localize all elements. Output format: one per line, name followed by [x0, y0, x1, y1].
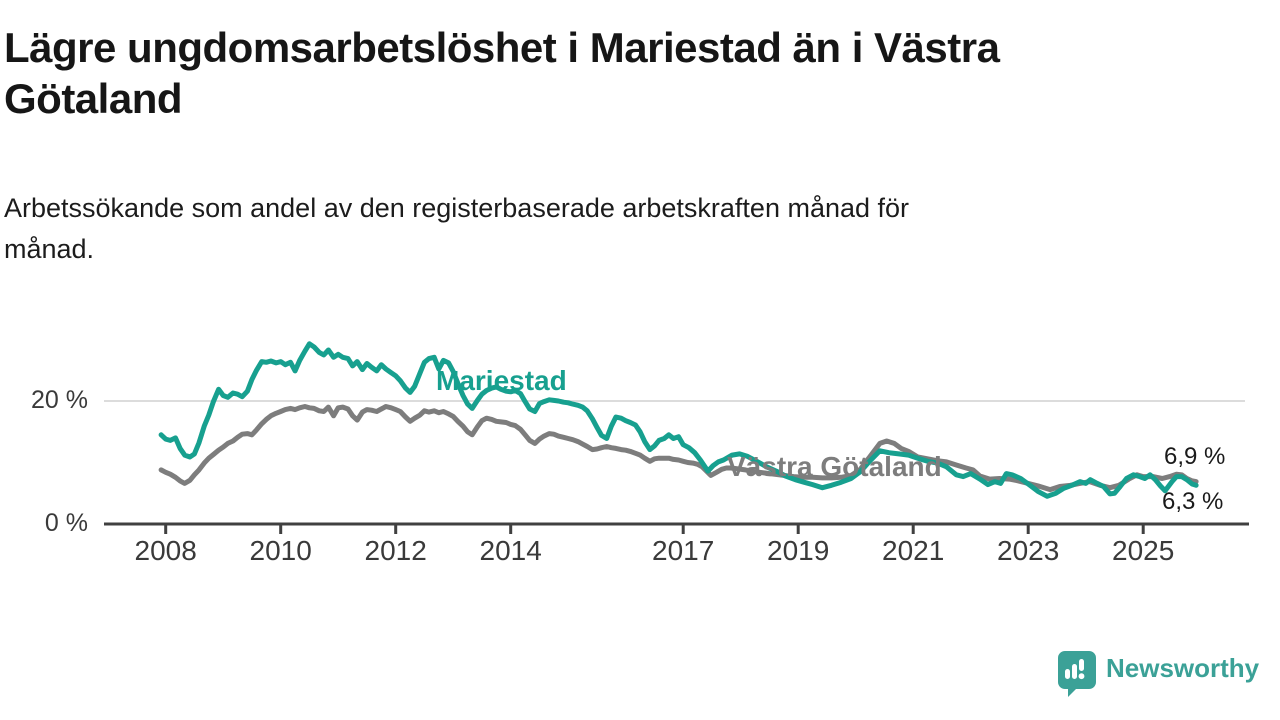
y-tick-label: 0 %: [44, 509, 88, 537]
page-subtitle-line-1: Arbetssökande som andel av den registerb…: [4, 193, 910, 223]
page-title-line-2: Götaland: [4, 75, 183, 122]
newsworthy-logo: Newsworthy: [1058, 651, 1278, 701]
x-tick-label: 2017: [652, 535, 715, 566]
end-value-label-mariestad: 6,3 %: [1162, 488, 1224, 515]
x-tick-label: 2025: [1112, 535, 1175, 566]
page-title-line-1: Lägre ungdomsarbetslöshet i Mariestad än…: [4, 24, 1000, 71]
end-value-label-vastra-gotaland: 6,9 %: [1164, 443, 1226, 470]
x-tick-label: 2021: [882, 535, 945, 566]
x-tick-label: 2012: [364, 535, 427, 566]
x-tick-label: 2008: [134, 535, 197, 566]
series-line-mariestad: [158, 341, 1199, 499]
newsworthy-brand-text: Newsworthy: [1106, 653, 1260, 683]
x-tick-label: 2014: [479, 535, 542, 566]
series-label-vastra-gotaland: Västra Götaland: [727, 451, 942, 482]
page-subtitle-line-2: månad.: [4, 234, 95, 264]
page-title: Lägre ungdomsarbetslöshet i Mariestad än…: [4, 22, 1194, 124]
y-tick-label: 20 %: [31, 386, 88, 414]
x-tick-label: 2023: [997, 535, 1060, 566]
page-subtitle: Arbetssökande som andel av den registerb…: [4, 188, 1204, 270]
x-tick-label: 2010: [249, 535, 312, 566]
speech-bubble-chart-icon: [1058, 651, 1096, 697]
series-label-mariestad: Mariestad: [436, 365, 567, 396]
x-tick-label: 2019: [767, 535, 830, 566]
series-line-vastra-gotaland: [158, 404, 1199, 493]
